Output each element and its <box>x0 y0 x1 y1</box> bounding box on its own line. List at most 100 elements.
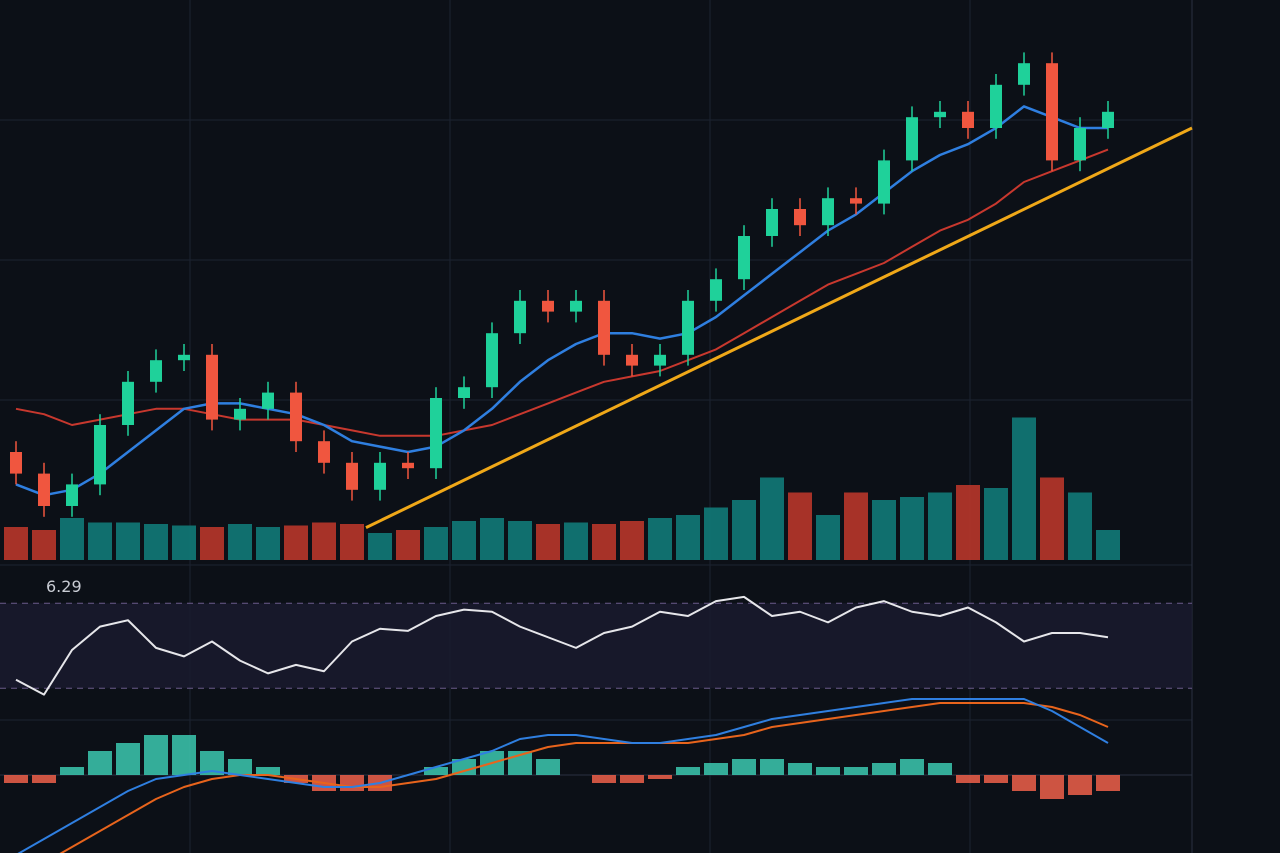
volume-bar <box>928 492 952 560</box>
volume-bar <box>116 522 140 560</box>
candle-body <box>346 462 358 490</box>
candle-body <box>150 360 162 382</box>
candle-body <box>1018 63 1030 85</box>
candle-body <box>122 381 134 425</box>
candle-body <box>654 354 666 366</box>
volume-bar <box>900 497 924 560</box>
candle-body <box>906 117 918 161</box>
volume-bar <box>872 500 896 560</box>
macd-histogram-bar <box>256 767 280 775</box>
volume-bar <box>144 524 168 560</box>
candle-body <box>486 333 498 388</box>
macd-histogram-bar <box>1012 775 1036 791</box>
volume-bar <box>32 530 56 560</box>
volume-bar <box>60 518 84 560</box>
candle-body <box>822 198 834 226</box>
macd-histogram-bar <box>60 767 84 775</box>
volume-bar <box>620 521 644 560</box>
volume-bar <box>788 492 812 560</box>
candle-body <box>262 392 274 409</box>
candle-body <box>430 398 442 469</box>
candle-body <box>934 111 946 118</box>
ma-slow <box>15 148 1109 437</box>
macd-histogram-bar <box>88 751 112 775</box>
candle-body <box>794 209 806 226</box>
candle-body <box>318 441 330 463</box>
candle-body <box>682 300 694 355</box>
indicator-value: 6.29 <box>46 577 82 596</box>
macd-histogram-bar <box>704 763 728 775</box>
macd-histogram-bar <box>788 763 812 775</box>
macd-histogram-bar <box>1096 775 1120 791</box>
candle-body <box>962 111 974 128</box>
volume-bar <box>424 527 448 560</box>
candle-body <box>458 387 470 398</box>
candle-body <box>1046 63 1058 161</box>
candle-body <box>1102 111 1114 128</box>
volume-bar <box>760 477 784 560</box>
candle-body <box>66 484 78 506</box>
macd-histogram-bar <box>1040 775 1064 799</box>
volume-bar <box>228 524 252 560</box>
macd-histogram-bar <box>648 775 672 779</box>
volume-bar <box>816 515 840 560</box>
macd-histogram-bar <box>172 735 196 775</box>
macd-line <box>17 698 1109 853</box>
macd-histogram-bar <box>536 759 560 775</box>
candle-body <box>738 236 750 280</box>
volume-bar <box>592 524 616 560</box>
candle-body <box>570 300 582 312</box>
candle-body <box>514 300 526 334</box>
volume-bar <box>88 522 112 560</box>
candle-body <box>206 354 218 420</box>
macd-histogram-bar <box>32 775 56 783</box>
macd-histogram-bar <box>144 735 168 775</box>
volume-bar <box>312 522 336 560</box>
macd-histogram-bar <box>676 767 700 775</box>
volume-bar <box>704 507 728 560</box>
rsi-line <box>15 595 1109 696</box>
macd-histogram-bar <box>732 759 756 775</box>
candle-body <box>626 354 638 366</box>
macd-histogram-bar <box>228 759 252 775</box>
candle-body <box>402 462 414 469</box>
volume-bar <box>984 488 1008 560</box>
candle-body <box>598 300 610 355</box>
volume-bar <box>676 515 700 560</box>
macd-histogram-bar <box>956 775 980 783</box>
macd-signal <box>59 702 1109 853</box>
volume-bar <box>1040 477 1064 560</box>
candle-body <box>766 209 778 236</box>
macd-histogram-bar <box>760 759 784 775</box>
macd-histogram-bar <box>928 763 952 775</box>
macd-histogram-bar <box>844 767 868 775</box>
volume-bar <box>256 527 280 560</box>
candle-body <box>850 198 862 204</box>
macd-histogram-bar <box>872 763 896 775</box>
volume-bar <box>284 525 308 560</box>
volume-bar <box>340 524 364 560</box>
candle-body <box>878 160 890 204</box>
volume-bar <box>844 492 868 560</box>
volume-bar <box>564 522 588 560</box>
volume-bar <box>1012 417 1036 560</box>
volume-bar <box>508 521 532 560</box>
volume-bar <box>480 518 504 560</box>
volume-bar <box>452 521 476 560</box>
candle-body <box>38 473 50 506</box>
macd-histogram-bar <box>1068 775 1092 795</box>
volume-bar <box>1068 492 1092 560</box>
macd-histogram-bar <box>620 775 644 783</box>
volume-bar <box>172 525 196 560</box>
candle-body <box>234 408 246 420</box>
macd-histogram-bar <box>4 775 28 783</box>
rsi-band <box>0 603 1192 689</box>
volume-bar <box>648 518 672 560</box>
volume-bar <box>536 524 560 560</box>
volume-bar <box>200 527 224 560</box>
candle-body <box>94 425 106 485</box>
macd-histogram-bar <box>340 775 364 791</box>
volume-bar <box>396 530 420 560</box>
volume-bar <box>956 485 980 560</box>
